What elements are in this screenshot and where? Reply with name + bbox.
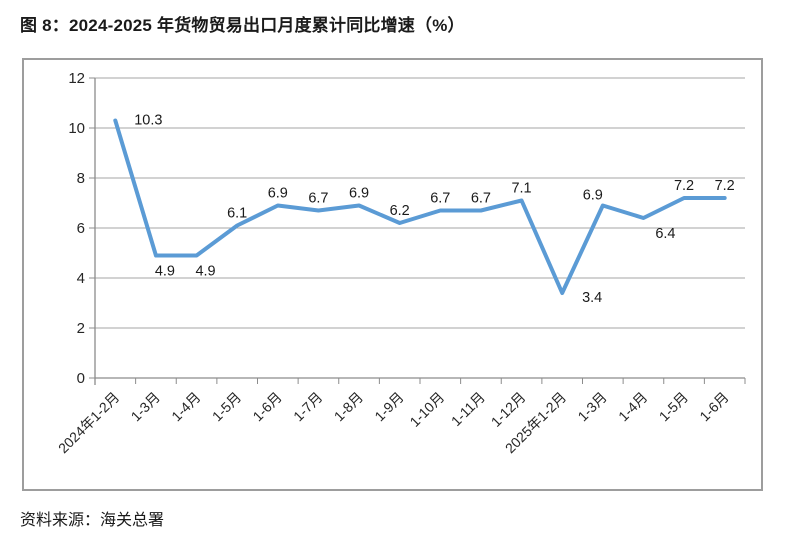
data-label: 7.2 [715, 178, 735, 194]
data-label: 6.7 [430, 191, 450, 207]
source-note: 资料来源：海关总署 [20, 512, 165, 529]
y-tick-label: 10 [68, 120, 85, 137]
x-tick-label: 1-7月 [290, 389, 326, 425]
data-label: 6.9 [583, 188, 603, 204]
y-tick-label: 4 [77, 270, 85, 287]
y-tick-label: 12 [68, 70, 85, 87]
x-tick-label: 1-9月 [371, 389, 407, 425]
series-line [113, 118, 727, 295]
data-label: 7.1 [511, 181, 531, 197]
data-label: 6.9 [349, 186, 369, 202]
chart-frame: 0 2 4 6 8 10 12 2024年1-2月 1-3月 1-4月 1-5月 1-6月 1-7月 1-… [22, 58, 763, 491]
x-tick-label: 1-6月 [249, 389, 285, 425]
x-tick-label: 1-8月 [331, 389, 367, 425]
x-tick-label: 1-3月 [574, 389, 610, 425]
y-tick-label: 8 [77, 170, 85, 187]
data-label: 7.2 [674, 178, 694, 194]
y-tick-label: 0 [77, 370, 85, 387]
data-label: 3.4 [582, 290, 602, 306]
y-tick-label: 6 [77, 220, 85, 237]
chart-title: 图 8：2024-2025 年货物贸易出口月度累计同比增速（%） [20, 16, 465, 35]
x-tick-label: 1-3月 [128, 389, 164, 425]
x-tick-label: 1-11月 [448, 389, 488, 429]
data-label: 4.9 [195, 264, 215, 280]
data-label: 4.9 [155, 264, 175, 280]
data-label: 6.7 [308, 191, 328, 207]
x-tick-label: 1-5月 [656, 389, 692, 425]
data-label: 6.9 [268, 186, 288, 202]
data-label: 6.1 [227, 206, 247, 222]
data-label: 6.4 [655, 226, 675, 242]
data-label: 6.7 [471, 191, 491, 207]
x-tick-label: 1-5月 [209, 389, 245, 425]
x-tick-label: 1-4月 [615, 389, 651, 425]
x-tick-label: 1-6月 [696, 389, 732, 425]
data-label: 6.2 [390, 203, 410, 219]
x-tick-label: 2024年1-2月 [55, 389, 122, 456]
x-tick-label: 1-10月 [406, 389, 447, 430]
x-tick-label: 1-4月 [168, 389, 204, 425]
data-label: 10.3 [134, 113, 162, 129]
y-tick-label: 2 [77, 320, 85, 337]
